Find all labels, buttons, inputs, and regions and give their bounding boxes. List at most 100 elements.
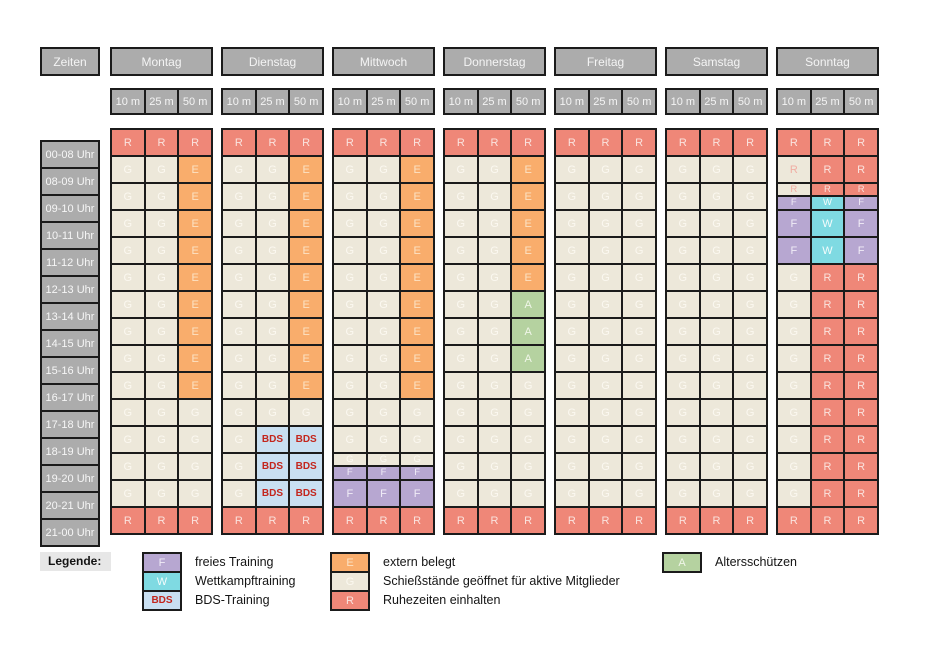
- schedule-cell: R: [700, 130, 733, 155]
- legend-swatch-g: G: [332, 573, 368, 590]
- schedule-cell: G: [589, 319, 622, 344]
- schedule-cell: G: [478, 292, 511, 317]
- schedule-cell: E: [290, 319, 322, 344]
- schedule-cell: E: [179, 157, 211, 182]
- schedule-cell: G: [734, 265, 766, 290]
- schedule-cell: G: [778, 319, 810, 344]
- schedule-cell: G: [667, 373, 699, 398]
- schedule-cell: F: [778, 211, 810, 236]
- schedule-cell: G: [112, 238, 144, 263]
- schedule-cell: G: [223, 454, 255, 479]
- schedule-cell: G: [734, 373, 766, 398]
- schedule-cell: G: [512, 454, 544, 479]
- time-label: 09-10 Uhr: [42, 196, 98, 221]
- schedule-cell: G: [623, 211, 655, 236]
- schedule-cell: R: [334, 130, 366, 155]
- schedule-cell: R: [589, 508, 622, 533]
- schedule-cell: R: [256, 508, 289, 533]
- schedule-cell: G: [734, 319, 766, 344]
- schedule-cell: G: [589, 481, 622, 506]
- schedule-cell: G: [334, 265, 366, 290]
- schedule-cell: R: [811, 508, 844, 533]
- schedule-cell: G: [179, 427, 211, 452]
- range-header-50m: 50 m: [845, 90, 877, 113]
- schedule-cell: G: [334, 211, 366, 236]
- schedule-cell: G: [734, 481, 766, 506]
- schedule-cell: G: [589, 157, 622, 182]
- schedule-cell: G: [256, 238, 289, 263]
- time-label: 10-11 Uhr: [42, 223, 98, 248]
- schedule-cell: G: [778, 265, 810, 290]
- schedule-cell: R: [223, 130, 255, 155]
- schedule-cell: G: [623, 157, 655, 182]
- legend-label: freies Training: [195, 555, 274, 569]
- schedule-cell: BDS: [290, 454, 322, 479]
- schedule-cell: R: [845, 157, 877, 182]
- range-header-25m: 25 m: [589, 90, 622, 113]
- schedule-cell: G: [778, 427, 810, 452]
- schedule-cell: G: [112, 481, 144, 506]
- schedule-cell: G: [556, 373, 588, 398]
- schedule-cell: G: [367, 346, 400, 371]
- legend-title: Legende:: [40, 552, 112, 571]
- schedule-cell: G: [478, 454, 511, 479]
- schedule-cell-half: R: [811, 184, 844, 195]
- schedule-cell-half: F: [401, 464, 433, 479]
- schedule-cell: G: [445, 319, 477, 344]
- schedule-cell: G: [734, 157, 766, 182]
- schedule-cell: R: [778, 508, 810, 533]
- schedule-cell: G: [223, 238, 255, 263]
- schedule-cell: R: [145, 508, 178, 533]
- schedule-cell: G: [734, 292, 766, 317]
- schedule-cell: G: [556, 400, 588, 425]
- schedule-cell: R: [811, 454, 844, 479]
- schedule-cell: R: [478, 130, 511, 155]
- schedule-cell: G: [623, 292, 655, 317]
- schedule-cell: G: [112, 319, 144, 344]
- schedule-cell: G: [223, 319, 255, 344]
- schedule-cell: G: [667, 157, 699, 182]
- schedule-cell: G: [667, 481, 699, 506]
- schedule-cell: G: [256, 319, 289, 344]
- day-header: Donnerstag: [443, 47, 546, 76]
- schedule-cell: E: [512, 265, 544, 290]
- schedule-cell: R: [811, 427, 844, 452]
- schedule-cell: G: [445, 427, 477, 452]
- time-grid: 00-08 Uhr 08-09 Uhr 09-10 Uhr 10-11 Uhr 11-1…: [40, 140, 100, 547]
- schedule-cell: G: [556, 427, 588, 452]
- schedule-cell: G: [478, 238, 511, 263]
- schedule-cell: G: [778, 400, 810, 425]
- schedule-cell: G: [445, 157, 477, 182]
- schedule-cell-half: G: [367, 454, 400, 465]
- schedule-cell: G: [512, 373, 544, 398]
- time-label: 14-15 Uhr: [42, 331, 98, 356]
- schedule-cell: G: [512, 481, 544, 506]
- schedule-cell: G: [556, 238, 588, 263]
- time-label: 21-00 Uhr: [42, 520, 98, 545]
- schedule-cell: R: [845, 265, 877, 290]
- schedule-cell: G: [734, 346, 766, 371]
- schedule-cell: R: [700, 508, 733, 533]
- schedule-cell: A: [512, 292, 544, 317]
- times-header: Zeiten: [40, 47, 100, 76]
- schedule-cell: R: [845, 319, 877, 344]
- schedule-cell: E: [179, 319, 211, 344]
- schedule-cell: G: [667, 346, 699, 371]
- schedule-cell: E: [290, 265, 322, 290]
- schedule-cell: G: [445, 481, 477, 506]
- schedule-cell: G: [623, 454, 655, 479]
- time-label: 17-18 Uhr: [42, 412, 98, 437]
- schedule-cell-half: R: [778, 184, 810, 195]
- schedule-cell: G: [478, 481, 511, 506]
- schedule-cell: A: [512, 319, 544, 344]
- schedule-cell: R: [367, 508, 400, 533]
- schedule-cell: G: [512, 400, 544, 425]
- schedule-cell: G: [512, 427, 544, 452]
- schedule-cell: G: [556, 157, 588, 182]
- range-header-10m: 10 m: [445, 90, 477, 113]
